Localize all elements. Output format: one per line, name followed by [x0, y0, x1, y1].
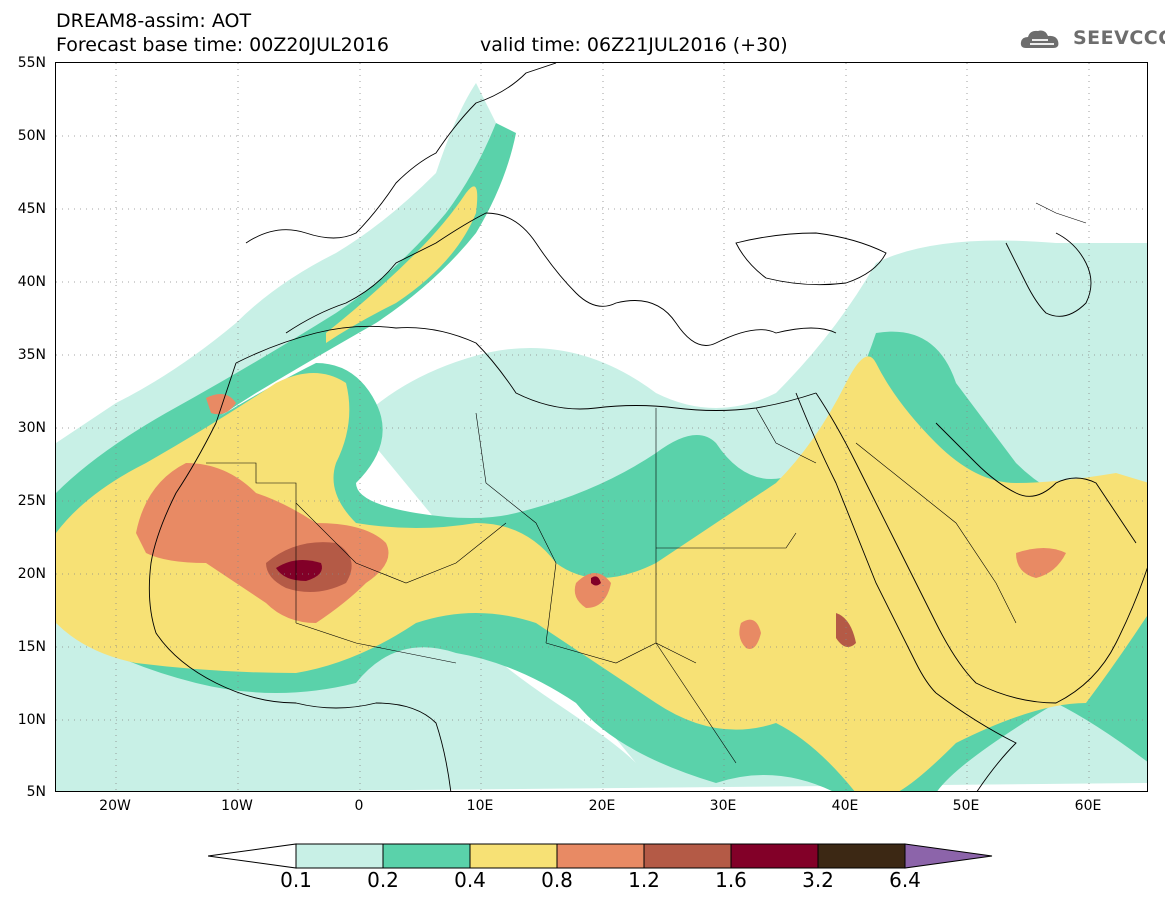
- colorbar-segment: [382, 843, 471, 869]
- aot-band-0-8-small: [574, 573, 611, 608]
- map-title: DREAM8-assim: AOT: [56, 10, 252, 32]
- lon-label: 40E: [831, 798, 859, 814]
- lat-label: 50N: [17, 128, 46, 144]
- lat-label: 45N: [17, 201, 46, 217]
- aot-band-0-4-north: [326, 186, 478, 343]
- lat-label: 20N: [17, 566, 46, 582]
- country-borders: [206, 202, 1087, 764]
- lon-label: 50E: [952, 798, 980, 814]
- colorbar-segment: [295, 843, 384, 869]
- aot-map: [55, 62, 1148, 792]
- aot-band-0-8-small: [206, 394, 236, 415]
- lat-label: 5N: [26, 784, 46, 800]
- colorbar-label: 0.8: [541, 868, 573, 892]
- aot-band-0-8-small: [739, 619, 761, 649]
- colorbar-label: 0.2: [367, 868, 399, 892]
- colorbar-label: 3.2: [802, 868, 834, 892]
- colorbar-segment: [643, 843, 732, 869]
- aot-band-0-1: [56, 83, 496, 543]
- aot-contours: [56, 83, 1147, 791]
- aot-band-0-8-small: [1016, 548, 1066, 578]
- colorbar-segment: [208, 843, 297, 869]
- lat-label: 25N: [17, 493, 46, 509]
- lat-label: 15N: [17, 639, 46, 655]
- aot-band-0-2: [56, 123, 516, 583]
- lat-label: 30N: [17, 420, 46, 436]
- lat-label: 55N: [17, 55, 46, 71]
- map-canvas: [56, 63, 1147, 791]
- aot-band-1-6-small: [591, 576, 601, 586]
- colorbar-label: 0.1: [280, 868, 312, 892]
- lat-label: 10N: [17, 712, 46, 728]
- colorbar: [208, 843, 993, 869]
- coastlines: [148, 63, 1147, 791]
- valid-time: valid time: 06Z21JUL2016 (+30): [480, 34, 788, 56]
- colorbar-segment: [469, 843, 558, 869]
- colorbar-label: 1.6: [715, 868, 747, 892]
- lat-label: 35N: [17, 347, 46, 363]
- colorbar-segment: [556, 843, 645, 869]
- colorbar-segment: [730, 843, 819, 869]
- cloud-icon: [1020, 30, 1059, 48]
- lon-label: 10E: [466, 798, 494, 814]
- graticule: [56, 63, 1147, 791]
- colorbar-segment: [817, 843, 906, 869]
- lon-label: 20E: [588, 798, 616, 814]
- aot-band-0-4: [56, 356, 1147, 791]
- forecast-base-time: Forecast base time: 00Z20JUL2016: [56, 34, 389, 56]
- lon-label: 10W: [221, 798, 253, 814]
- aot-band-1-6: [276, 559, 322, 581]
- colorbar-label: 0.4: [454, 868, 486, 892]
- lon-label: 0: [354, 798, 364, 814]
- lon-label: 60E: [1074, 798, 1102, 814]
- aot-band-1-2-small: [836, 613, 856, 647]
- logo-text: SEEVCCC: [1073, 27, 1165, 49]
- colorbar-label: 1.2: [628, 868, 660, 892]
- colorbar-label: 6.4: [889, 868, 921, 892]
- lon-label: 20W: [99, 798, 131, 814]
- lon-label: 30E: [709, 798, 737, 814]
- lat-label: 40N: [17, 274, 46, 290]
- colorbar-segment: [904, 843, 993, 869]
